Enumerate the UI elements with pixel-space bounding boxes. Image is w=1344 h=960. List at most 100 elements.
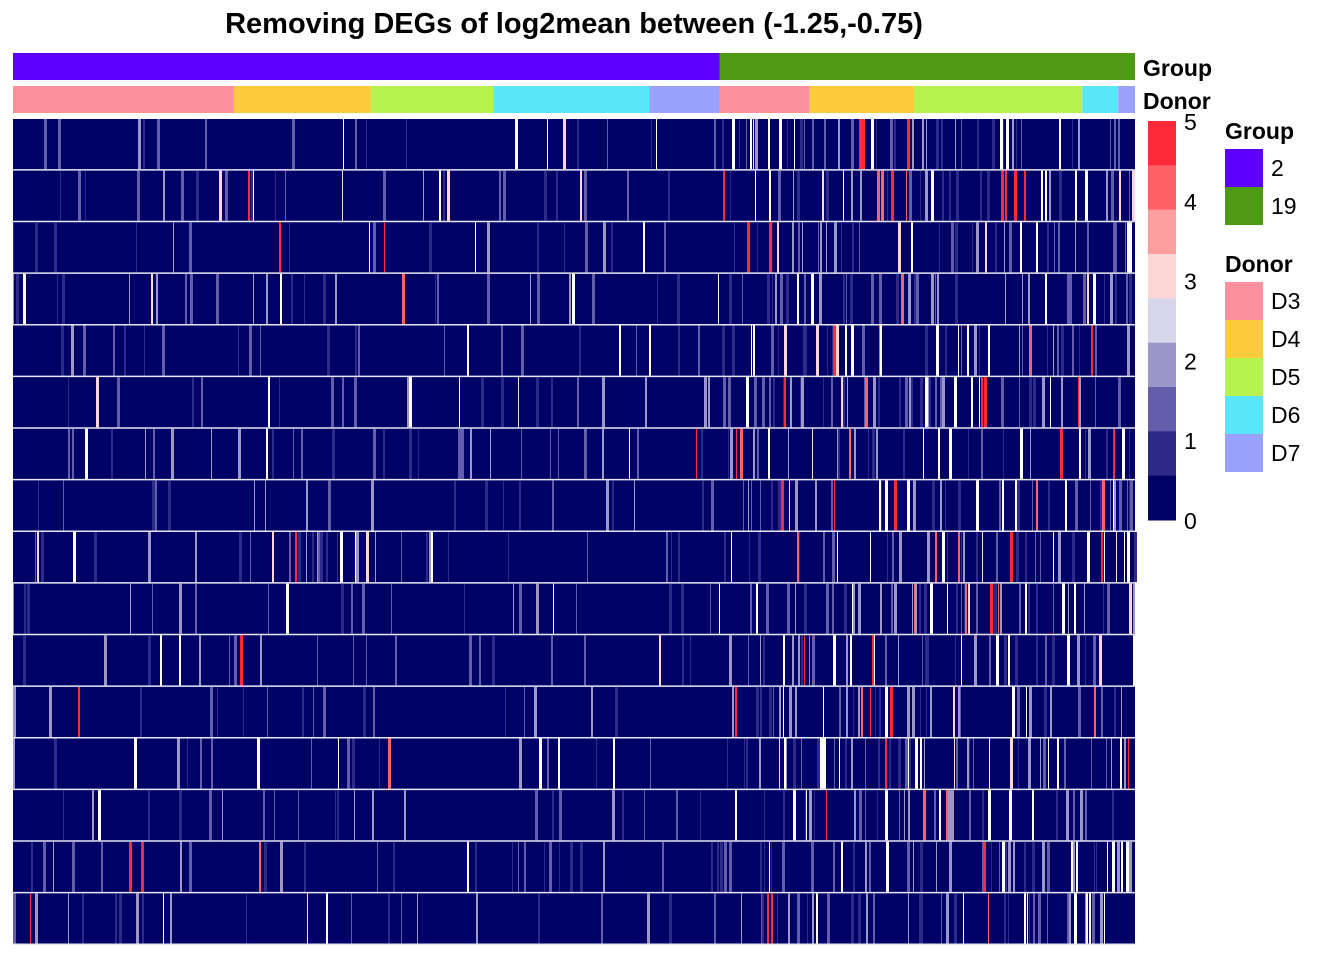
heatmap-cell [845, 325, 847, 376]
heatmap-cell [668, 170, 670, 221]
heatmap-cell [787, 583, 790, 634]
heatmap-cell [268, 377, 270, 428]
heatmap-cell [279, 377, 280, 428]
heatmap-cell [1066, 790, 1069, 841]
heatmap-cell [82, 893, 84, 944]
heatmap-cell [343, 119, 344, 170]
heatmap-cell [1069, 893, 1071, 944]
heatmap-cell [925, 170, 928, 221]
heatmap-cell [1096, 841, 1097, 892]
heatmap-cell [935, 532, 937, 583]
heatmap-cell [580, 170, 582, 221]
heatmap-cell [806, 790, 807, 841]
heatmap-cell [393, 841, 395, 892]
heatmap-cell [391, 583, 392, 634]
heatmap-cell [369, 222, 370, 273]
heatmap-cell [539, 738, 542, 789]
heatmap-cell [272, 428, 274, 479]
heatmap-cell [44, 119, 47, 170]
heatmap-cell [1061, 377, 1063, 428]
heatmap-cell [847, 377, 848, 428]
heatmap-cell [969, 790, 971, 841]
heatmap-cell [769, 841, 770, 892]
heatmap-cell [885, 790, 888, 841]
heatmap-cell [229, 635, 230, 686]
heatmap-cell [35, 222, 38, 273]
heatmap-cell [809, 635, 810, 686]
heatmap-cell [37, 532, 39, 583]
heatmap-cell [1049, 170, 1051, 221]
heatmap-cell [401, 532, 402, 583]
colorbar-step [1148, 254, 1176, 299]
heatmap-cell [1127, 325, 1130, 376]
heatmap-cell [323, 273, 326, 324]
heatmap-cell [501, 325, 503, 376]
heatmap-cell [547, 119, 548, 170]
heatmap-cell [801, 377, 804, 428]
heatmap-cell [580, 841, 583, 892]
heatmap-cell [31, 841, 33, 892]
heatmap-cell [24, 583, 26, 634]
heatmap-cell [899, 790, 900, 841]
heatmap-cell [1129, 841, 1132, 892]
heatmap-cell [142, 893, 144, 944]
heatmap-cell [908, 893, 909, 944]
row-separator [13, 633, 1135, 636]
heatmap-cell [750, 583, 752, 634]
heatmap-cell [1029, 686, 1032, 737]
heatmap-cell [1074, 583, 1076, 634]
heatmap-cell [816, 325, 819, 376]
annotation-donor-segment [913, 86, 1083, 113]
heatmap-cell [373, 686, 375, 737]
heatmap-cell [915, 583, 917, 634]
heatmap-cell [606, 480, 609, 531]
row-separator [13, 685, 1135, 687]
heatmap-cell [1132, 170, 1135, 221]
heatmap-cell [812, 635, 815, 686]
heatmap-cell [875, 686, 876, 737]
heatmap-cell [373, 222, 376, 273]
heatmap-cell [629, 428, 630, 479]
heatmap-cell [1079, 377, 1081, 428]
heatmap-cell [485, 480, 488, 531]
heatmap-cell [306, 532, 307, 583]
heatmap-cell [564, 222, 565, 273]
heatmap-cell [558, 738, 560, 789]
heatmap-cell [951, 222, 954, 273]
heatmap-cell [304, 273, 305, 324]
heatmap-cell [999, 841, 1000, 892]
heatmap-cell [868, 428, 869, 479]
heatmap-cell [1080, 790, 1083, 841]
heatmap-cell [980, 170, 982, 221]
heatmap-cell [877, 790, 878, 841]
heatmap-cell [747, 222, 750, 273]
heatmap-cell [930, 686, 932, 737]
heatmap-cell [544, 841, 545, 892]
heatmap-cell [1068, 583, 1069, 634]
heatmap-cell [771, 893, 773, 944]
heatmap-cell [925, 635, 927, 686]
heatmap-cell [826, 170, 829, 221]
heatmap-cell [38, 480, 39, 531]
heatmap-cell [1053, 325, 1054, 376]
heatmap-cell [179, 583, 182, 634]
heatmap-cell [607, 119, 608, 170]
heatmap-cell [759, 738, 761, 789]
heatmap-cell [735, 686, 737, 737]
heatmap-cell [199, 635, 201, 686]
heatmap-cell [101, 841, 103, 892]
heatmap-cell [636, 325, 637, 376]
heatmap-cell [366, 635, 367, 686]
heatmap-cell [634, 480, 635, 531]
heatmap-cell [1072, 119, 1073, 170]
heatmap-cell [914, 273, 916, 324]
heatmap-cell [1091, 738, 1092, 789]
heatmap-cell [936, 841, 937, 892]
heatmap-cell [326, 532, 328, 583]
heatmap-cell [209, 790, 212, 841]
heatmap-cell [1001, 377, 1004, 428]
heatmap-cell [769, 222, 772, 273]
heatmap-cell [1100, 480, 1102, 531]
heatmap-cell [768, 428, 770, 479]
heatmap-cell [1129, 170, 1130, 221]
